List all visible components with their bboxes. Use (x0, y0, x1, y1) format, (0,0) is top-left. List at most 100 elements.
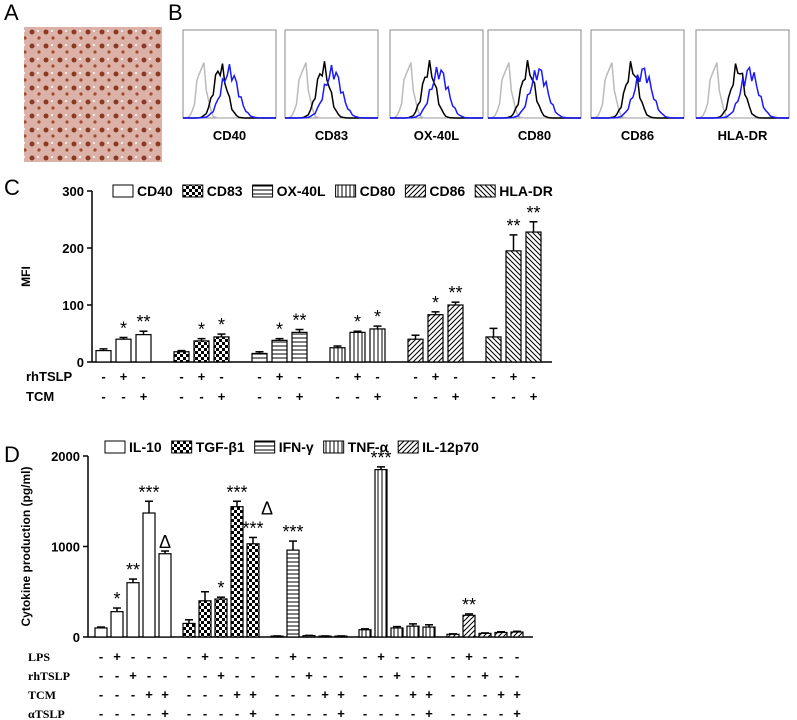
condition-sign: - (483, 649, 487, 664)
condition-sign: + (481, 668, 489, 683)
legend-swatch (404, 184, 426, 198)
legend-label: IL-10 (129, 439, 162, 455)
condition-label: TCM (26, 389, 54, 404)
marker-label: CD80 (518, 128, 551, 143)
condition-sign: - (395, 649, 399, 664)
bar (390, 627, 404, 638)
condition-sign: - (375, 369, 379, 384)
histogram-curve (696, 65, 789, 119)
legend-swatch (112, 184, 134, 198)
condition-sign: - (427, 668, 431, 683)
condition-sign: + (249, 706, 257, 720)
bar (158, 553, 172, 638)
significance: * (354, 312, 361, 332)
significance: ** (292, 311, 306, 331)
condition-sign: + (276, 369, 284, 384)
bar (349, 331, 366, 363)
marker-label: CD86 (621, 128, 654, 143)
significance: * (217, 578, 224, 598)
significance: Δ (159, 532, 171, 552)
marker-label: HLA-DR (718, 128, 768, 143)
panel-label: C (4, 175, 20, 200)
bar (505, 250, 522, 363)
bar (422, 626, 436, 638)
y-axis-label: Cytokine production (pg/ml) (19, 467, 33, 627)
condition-sign: + (145, 687, 153, 702)
bar (214, 598, 228, 638)
condition-sign: - (379, 668, 383, 683)
legend-swatch (323, 440, 345, 454)
condition-sign: - (219, 649, 223, 664)
condition-label: TCM (28, 688, 56, 702)
condition-sign: + (354, 369, 362, 384)
condition-sign: - (363, 706, 367, 720)
condition-sign: - (257, 369, 261, 384)
condition-sign: - (275, 706, 279, 720)
condition-sign: - (163, 649, 167, 664)
condition-sign: + (249, 687, 257, 702)
condition-sign: - (511, 389, 515, 404)
marker-label: CD40 (213, 128, 246, 143)
condition-sign: - (147, 706, 151, 720)
legend-label: TNF-α (348, 439, 389, 455)
bar (193, 340, 210, 363)
significance: * (198, 320, 205, 340)
bar (142, 512, 156, 638)
condition-sign: - (187, 668, 191, 683)
bar (447, 304, 464, 363)
condition-sign: - (491, 389, 495, 404)
bar (213, 336, 230, 363)
bar (291, 331, 308, 363)
condition-sign: + (218, 389, 226, 404)
condition-sign: - (323, 706, 327, 720)
legend-swatch (474, 184, 496, 198)
bar (126, 582, 140, 638)
condition-sign: - (451, 668, 455, 683)
condition-sign: - (335, 389, 339, 404)
condition-sign: + (113, 649, 121, 664)
bar (525, 231, 542, 363)
condition-sign: - (363, 649, 367, 664)
condition-sign: - (115, 706, 119, 720)
y-tick-label: 2000 (51, 449, 80, 464)
condition-sign: - (147, 649, 151, 664)
significance: *** (138, 482, 159, 502)
condition-sign: - (323, 649, 327, 664)
condition-sign: + (296, 389, 304, 404)
condition-sign: + (432, 369, 440, 384)
condition-sign: - (187, 687, 191, 702)
condition-sign: - (291, 668, 295, 683)
condition-sign: + (425, 687, 433, 702)
panel-label: A (4, 0, 19, 25)
condition-sign: - (395, 706, 399, 720)
condition-label: rhTSLP (28, 669, 70, 683)
bar (94, 627, 108, 638)
bar (485, 336, 502, 363)
significance: *** (370, 448, 391, 468)
condition-sign: - (307, 649, 311, 664)
condition-sign: - (275, 649, 279, 664)
condition-sign: - (307, 687, 311, 702)
condition-sign: - (235, 706, 239, 720)
legend-label: IL-12p70 (422, 439, 479, 455)
condition-sign: - (307, 706, 311, 720)
bar (135, 334, 152, 363)
significance: *** (242, 518, 263, 538)
condition-sign: - (467, 687, 471, 702)
bar (246, 543, 260, 638)
condition-sign: - (453, 369, 457, 384)
condition-sign: + (497, 687, 505, 702)
bar (407, 338, 424, 363)
legend-label: TGF-β1 (196, 439, 245, 455)
significance: * (120, 318, 127, 338)
legend-label: OX-40L (277, 183, 326, 199)
condition-sign: + (337, 706, 345, 720)
bar (110, 611, 124, 638)
condition-label: rhTSLP (26, 369, 73, 384)
condition-sign: - (115, 668, 119, 683)
significance: ** (448, 283, 462, 303)
significance: Δ (261, 498, 273, 518)
condition-sign: - (99, 668, 103, 683)
y-tick-label: 1000 (51, 540, 80, 555)
marker-label: CD83 (315, 128, 348, 143)
